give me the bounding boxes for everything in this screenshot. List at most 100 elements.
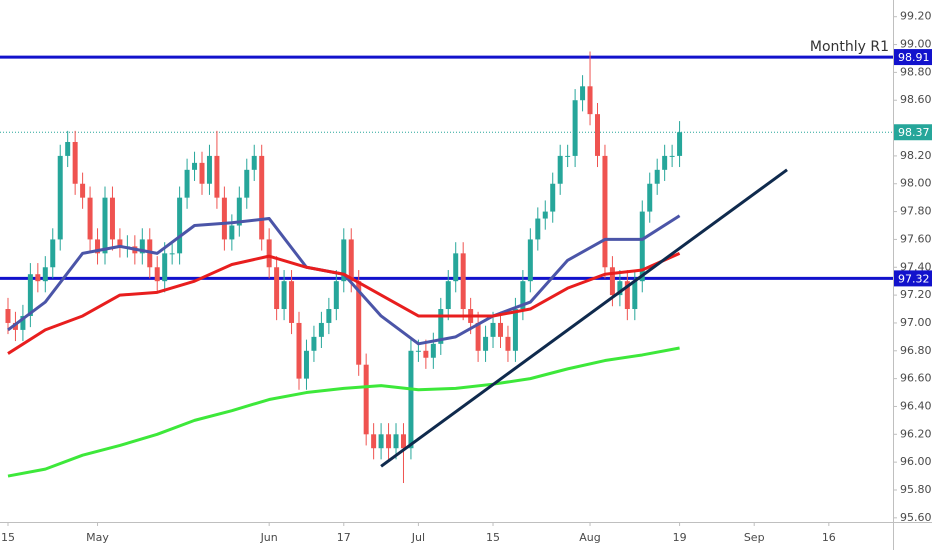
y-tick-label: 97.40 <box>900 260 932 273</box>
candle-body <box>5 309 11 323</box>
candle-body <box>460 253 466 310</box>
candle-body <box>386 434 392 449</box>
candle-body <box>602 155 608 268</box>
y-tick-label: 98.60 <box>900 93 932 106</box>
candle-body <box>35 274 41 282</box>
candle-body <box>356 281 362 365</box>
candle-body <box>408 350 414 449</box>
candle-body <box>654 169 660 184</box>
candle-body <box>162 253 168 282</box>
y-tick-label: 96.20 <box>900 427 932 440</box>
candle-body <box>184 169 190 198</box>
candle-body <box>236 197 242 226</box>
x-tick-label: 16 <box>822 531 836 544</box>
candle-body <box>281 281 287 310</box>
candle-body <box>333 281 339 310</box>
x-tick-label: Aug <box>579 531 600 544</box>
x-tick-label: 15 <box>1 531 15 544</box>
y-tick-label: 95.80 <box>900 483 932 496</box>
candle-body <box>617 281 623 296</box>
candle-body <box>296 322 302 379</box>
candle-body <box>117 239 123 247</box>
candle-body <box>229 225 235 240</box>
candle-body <box>527 239 533 282</box>
candle-body <box>483 336 489 351</box>
candle-body <box>363 364 369 435</box>
candle-body <box>72 141 78 184</box>
candle-body <box>594 114 600 156</box>
candle-body <box>87 197 93 240</box>
candle-body <box>393 434 399 449</box>
candle-body <box>192 162 198 170</box>
candle-body <box>624 281 630 310</box>
y-tick-label: 98.00 <box>900 177 932 190</box>
candle-body <box>266 239 272 268</box>
x-tick-label: Jun <box>260 531 278 544</box>
candle-body <box>139 239 145 254</box>
price-tag <box>894 124 932 141</box>
candle-body <box>206 155 212 184</box>
y-tick-label: 97.60 <box>900 232 932 245</box>
candle-body <box>662 155 668 170</box>
x-tick-label: May <box>86 531 109 544</box>
candle-body <box>221 197 227 240</box>
x-tick-label: 19 <box>673 531 687 544</box>
candle-body <box>542 211 548 219</box>
candle-body <box>445 281 451 310</box>
candle-body <box>50 239 56 268</box>
candle-body <box>565 155 571 157</box>
candle-body <box>423 350 429 358</box>
moving-average <box>7 251 681 355</box>
y-tick-label: 97.00 <box>900 316 932 329</box>
candle-body <box>557 155 563 184</box>
price-tag-label: 98.91 <box>898 51 930 64</box>
candle-body <box>318 322 324 337</box>
candle-body <box>609 267 615 296</box>
candle-body <box>311 336 317 351</box>
candle-body <box>572 100 578 156</box>
y-tick-label: 96.60 <box>900 372 932 385</box>
candle-body <box>580 86 586 101</box>
candle-body <box>102 197 108 254</box>
candle-body <box>475 322 481 351</box>
candle-body <box>550 183 556 212</box>
candle-body <box>505 336 511 351</box>
candle-body <box>647 183 653 212</box>
candle-body <box>27 274 33 316</box>
candle-body <box>65 141 71 156</box>
candle-body <box>669 155 675 157</box>
candle-body <box>378 434 384 449</box>
x-tick-label: Sep <box>744 531 765 544</box>
candle-body <box>214 155 220 198</box>
candle-body <box>341 239 347 282</box>
candle-body <box>430 343 436 358</box>
candle-body <box>371 434 377 449</box>
y-tick-label: 97.80 <box>900 205 932 218</box>
candle-body <box>289 281 295 323</box>
moving-average <box>7 346 680 478</box>
candle-body <box>244 169 250 198</box>
price-tag <box>894 270 932 287</box>
candle-body <box>497 322 503 337</box>
candle-body <box>154 267 160 282</box>
candle-body <box>169 253 175 255</box>
y-tick-label: 95.60 <box>900 511 932 524</box>
price-tag-label: 98.37 <box>898 126 930 139</box>
trendline <box>380 168 788 468</box>
x-tick-label: 15 <box>486 531 500 544</box>
candle-body <box>251 155 257 170</box>
candle-body <box>109 197 115 240</box>
candle-body <box>259 155 265 240</box>
candle-body <box>20 315 26 330</box>
y-tick-label: 98.20 <box>900 149 932 162</box>
candle-body <box>303 350 309 379</box>
y-tick-label: 96.80 <box>900 344 932 357</box>
candle-body <box>95 239 101 254</box>
candle-body <box>348 239 354 282</box>
price-tag-label: 97.32 <box>898 272 930 285</box>
candle-body <box>512 309 518 351</box>
y-tick-label: 99.20 <box>900 10 932 23</box>
candle-body <box>57 155 63 240</box>
